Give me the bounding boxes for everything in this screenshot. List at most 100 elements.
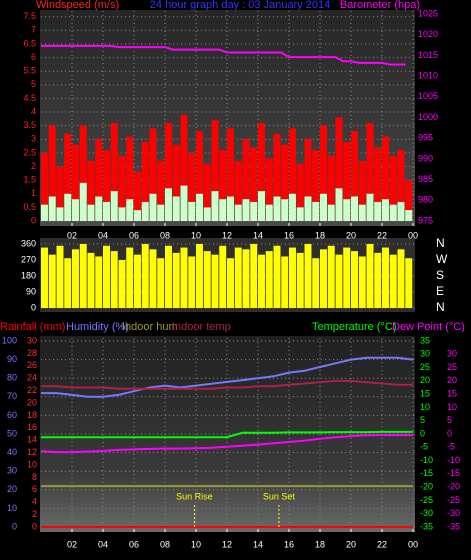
- y2-tick-label: N: [436, 300, 445, 314]
- y3-tick-label: 4: [32, 497, 37, 507]
- y-tick-label: 360: [21, 238, 36, 248]
- x-tick-label: 20: [346, 539, 356, 549]
- bar: [149, 193, 157, 221]
- bar: [172, 252, 180, 308]
- bar: [234, 204, 242, 221]
- bar: [273, 133, 281, 221]
- y-tick-label: 7: [31, 25, 36, 35]
- bar: [258, 191, 265, 221]
- x-tick-label: 08: [160, 230, 170, 240]
- y-tick-label: 180: [21, 270, 36, 280]
- y3-tick-label: 14: [27, 435, 37, 445]
- legend-label: Indoor hum: [122, 321, 178, 333]
- bar: [79, 125, 87, 221]
- bar: [258, 122, 265, 221]
- bar: [273, 196, 281, 221]
- y-tick-label: 3: [31, 134, 36, 144]
- y2-axis-label: Barometer (hpa): [340, 0, 420, 11]
- bar: [327, 155, 335, 221]
- y2-tick-label: N: [436, 236, 445, 250]
- y2-tick-label: 30: [420, 349, 430, 359]
- bar: [95, 256, 103, 308]
- bar: [382, 247, 389, 308]
- bar: [358, 204, 366, 221]
- bar: [296, 252, 304, 308]
- bar: [41, 247, 48, 308]
- bar: [343, 199, 351, 221]
- line: [41, 356, 414, 398]
- y2-tick-label: -5: [420, 442, 428, 452]
- y-tick-label: 10: [7, 503, 17, 513]
- bar: [242, 249, 250, 308]
- y-tick-label: 3.5: [23, 120, 36, 130]
- bar: [141, 244, 149, 308]
- y3-tick-label: 6: [32, 484, 37, 494]
- x-tick-label: 22: [377, 539, 387, 549]
- y3-tick-label: 8: [32, 472, 37, 482]
- y-axis-label: Windspeed (m/s): [36, 0, 119, 11]
- y2-tick-label: -25: [420, 495, 433, 505]
- bar: [188, 152, 196, 221]
- y3-tick-label: 24: [27, 373, 37, 383]
- bar: [118, 207, 126, 221]
- bar: [95, 139, 103, 221]
- y4-tick-label: -10: [447, 455, 460, 465]
- x-tick-label: 10: [191, 230, 201, 240]
- y3-tick-label: 12: [27, 447, 37, 457]
- bar: [64, 193, 72, 221]
- bar: [405, 210, 413, 221]
- x-tick-label: 18: [315, 539, 325, 549]
- bar: [134, 254, 141, 308]
- y-tick-label: 7.5: [23, 11, 36, 21]
- y2-tick-label: 5: [420, 415, 425, 425]
- x-tick-label: 14: [253, 230, 263, 240]
- y-tick-label: 5.5: [23, 66, 36, 76]
- bar: [64, 133, 72, 221]
- bar: [126, 136, 134, 221]
- bar: [405, 258, 413, 308]
- bar: [118, 155, 126, 221]
- bar: [79, 182, 87, 221]
- bar: [188, 201, 196, 221]
- x-tick-label: 04: [98, 230, 108, 240]
- bar: [118, 260, 126, 308]
- y2-tick-label: -35: [420, 521, 433, 531]
- bar: [157, 258, 165, 308]
- bar: [141, 201, 149, 221]
- bar: [304, 244, 312, 308]
- bar: [327, 204, 335, 221]
- y2-tick-label: 995: [418, 133, 433, 143]
- bar: [64, 258, 72, 308]
- bar: [149, 128, 157, 221]
- bar: [196, 244, 203, 308]
- bar: [296, 163, 304, 221]
- bar: [165, 122, 172, 221]
- y-tick-label: 4: [31, 106, 36, 116]
- bar: [48, 125, 56, 221]
- bar: [56, 207, 64, 221]
- legend-label: Indoor temp: [172, 321, 231, 333]
- bar: [41, 204, 48, 221]
- y-tick-label: 60: [7, 410, 17, 420]
- y-tick-label: 2.5: [23, 147, 36, 157]
- bar: [157, 204, 165, 221]
- bar: [48, 254, 56, 308]
- y2-tick-label: 20: [420, 375, 430, 385]
- bar: [110, 251, 118, 308]
- x-tick-label: 18: [315, 230, 325, 240]
- bar: [234, 247, 242, 308]
- bar: [366, 244, 374, 308]
- bar: [304, 139, 312, 221]
- bar: [48, 196, 56, 221]
- y4-tick-label: -25: [447, 495, 460, 505]
- x-tick-label: 00: [408, 230, 418, 240]
- bar: [110, 191, 118, 221]
- bar: [56, 245, 64, 308]
- bar: [211, 191, 219, 221]
- bar: [320, 249, 327, 308]
- line: [41, 430, 413, 439]
- y2-tick-label: -10: [420, 455, 433, 465]
- y3-tick-label: 2: [32, 509, 37, 519]
- bar: [351, 131, 358, 221]
